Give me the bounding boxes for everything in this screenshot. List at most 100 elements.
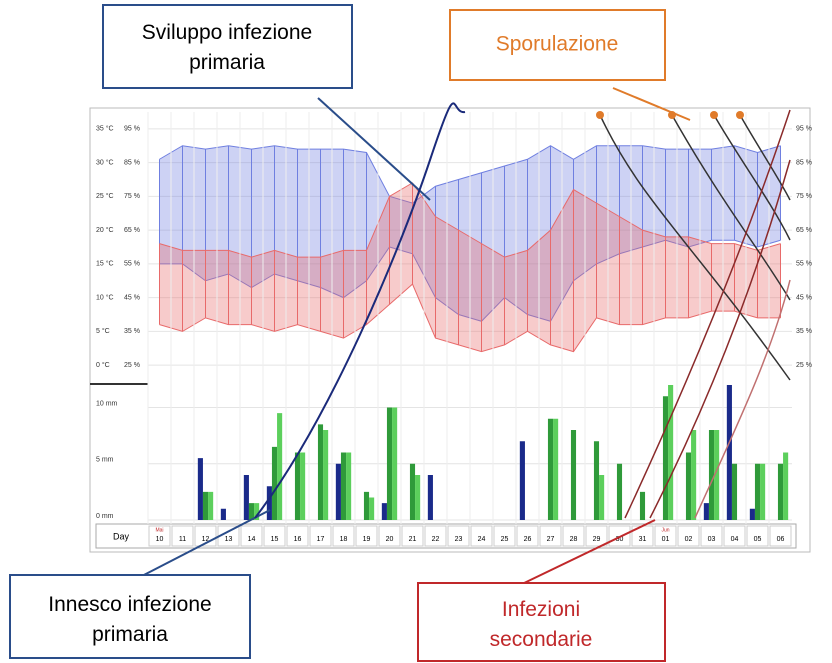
day-cell [447, 525, 470, 547]
x-tick-label: 31 [639, 536, 647, 543]
x-tick-label: 26 [524, 536, 532, 543]
bar [427, 475, 433, 520]
bar [754, 463, 761, 520]
pointer [139, 509, 271, 578]
x-tick-label: 30 [616, 536, 624, 543]
annotation-line: primaria [92, 623, 168, 646]
x-tick-label: 11 [179, 536, 186, 543]
y-tick-label: 85 % [124, 159, 140, 166]
x-tick-label: 25 [501, 536, 509, 543]
x-tick-label: 01 [662, 536, 670, 543]
x-tick-label: 05 [754, 536, 762, 543]
y-tick-label: 55 % [124, 261, 140, 268]
x-tick-label: 06 [777, 536, 785, 543]
y2-tick-label: 30 °C [96, 158, 114, 166]
day-cell [493, 525, 516, 547]
y-tick-label: 65 % [124, 227, 140, 234]
bar [691, 430, 697, 520]
bar [616, 463, 623, 520]
day-cell [424, 525, 447, 547]
y2-tick-label: 15 °C [96, 260, 114, 268]
y-tick-label: 25 % [124, 362, 140, 369]
day-cell [470, 525, 493, 547]
x-tick-label: 24 [478, 536, 486, 543]
y2-tick-label: 35 °C [96, 125, 114, 133]
bar [317, 424, 324, 520]
x-tick-label: 02 [685, 536, 693, 543]
y-tick-label: 95 % [124, 126, 140, 133]
x-tick-label: 16 [294, 536, 302, 543]
y2-tick-label: 10 °C [96, 293, 114, 301]
sporulation-curve [739, 114, 791, 201]
y2-tick-label: 20 °C [96, 226, 114, 234]
bar [415, 475, 421, 520]
bar [346, 452, 352, 520]
secondary-curve [649, 159, 791, 519]
y-right-tick-label: 85 % [796, 159, 812, 166]
bar [749, 508, 755, 520]
day-cell [539, 525, 562, 547]
bar [220, 508, 226, 520]
bar [323, 430, 329, 520]
day-cell [654, 525, 677, 547]
day-cell [401, 525, 424, 547]
y2-tick-label: 0 °C [96, 361, 110, 369]
bar [731, 463, 738, 520]
y-right-tick-label: 75 % [796, 193, 812, 200]
day-cell [332, 525, 355, 547]
day-cell [746, 525, 769, 547]
annotation: Infezioni secondarie [490, 598, 593, 651]
annotation-box [9, 574, 251, 659]
bar [340, 452, 347, 520]
day-cell [355, 525, 378, 547]
y-right-tick-label: 65 % [796, 227, 812, 234]
x-tick-label: 12 [202, 536, 210, 543]
y-right-tick-label: 55 % [796, 261, 812, 268]
annotation-line: secondarie [490, 628, 593, 651]
month-label: Mai [155, 527, 163, 533]
bar [553, 418, 559, 520]
x-tick-label: 18 [340, 536, 348, 543]
annotation: Sviluppo infezione primaria [142, 21, 312, 74]
month-label: Jun [661, 527, 669, 533]
day-cell [585, 525, 608, 547]
bar [208, 491, 214, 520]
day-cell [263, 525, 286, 547]
annotation: Sporulazione [496, 33, 619, 56]
bar [639, 491, 646, 520]
bar [197, 458, 203, 520]
pointer [612, 87, 691, 121]
bar [662, 396, 669, 520]
x-tick-label: 17 [317, 536, 325, 543]
day-cell [148, 525, 171, 547]
bar [777, 463, 784, 520]
x-tick-label: 22 [432, 536, 440, 543]
x-tick-label: 15 [271, 536, 279, 543]
bar [202, 491, 209, 520]
pointer [519, 519, 656, 586]
y-right-tick-label: 25 % [796, 362, 812, 369]
y-tick-label: 35 % [124, 328, 140, 335]
pointer [317, 97, 431, 201]
bar [363, 491, 370, 520]
bar [708, 430, 715, 520]
bar [392, 407, 398, 520]
y2-tick-label: 25 °C [96, 192, 114, 200]
y-right-tick-label: 45 % [796, 294, 812, 301]
infection-curve [254, 102, 466, 519]
annotation: Innesco infezione primaria [48, 593, 211, 646]
bar [254, 503, 260, 520]
day-cell [516, 525, 539, 547]
bar [593, 441, 600, 520]
day-cell [562, 525, 585, 547]
x-tick-label: 29 [593, 536, 601, 543]
bar [266, 486, 272, 520]
bar [277, 413, 283, 520]
y-right-tick-label: 35 % [796, 328, 812, 335]
x-tick-label: 19 [363, 536, 371, 543]
bar [381, 503, 387, 520]
bar [369, 497, 375, 520]
annotation-line: primaria [189, 51, 265, 74]
day-cell [700, 525, 723, 547]
sporulation-curve [713, 114, 791, 241]
